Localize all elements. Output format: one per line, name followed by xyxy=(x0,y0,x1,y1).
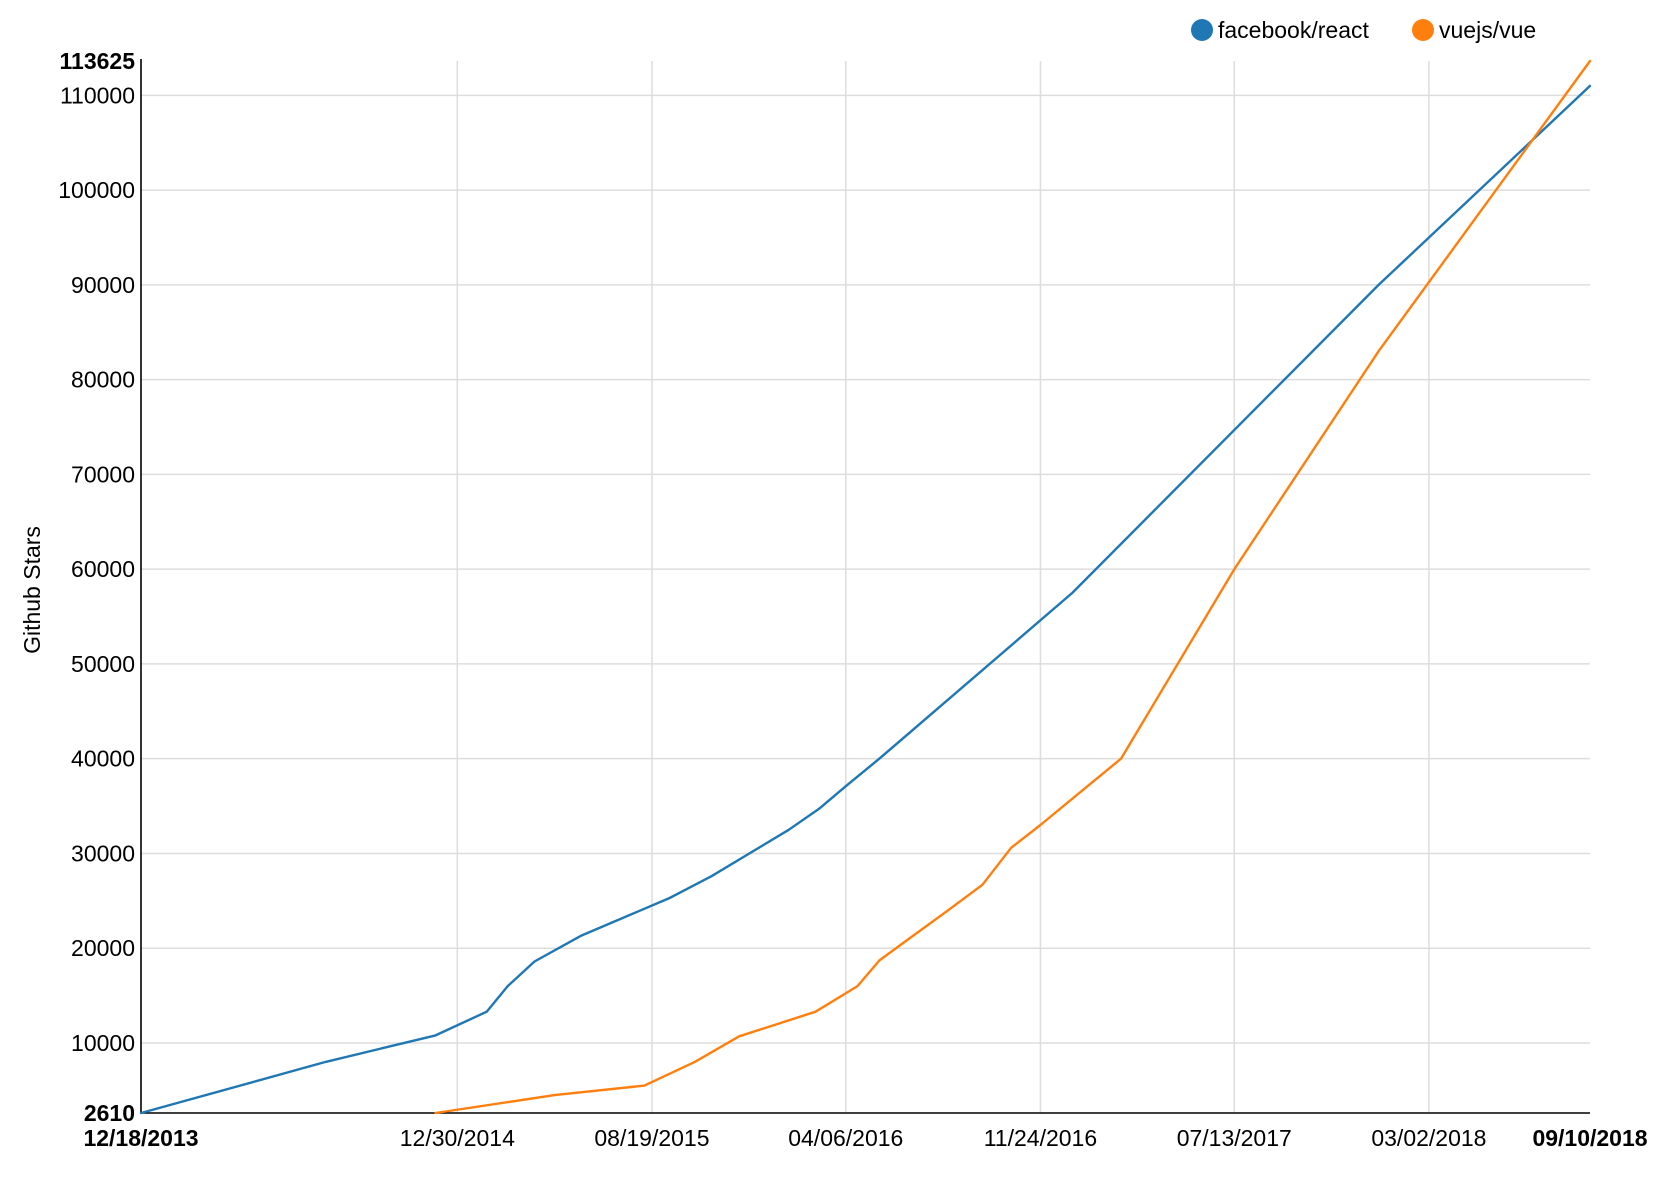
legend-marker xyxy=(1191,19,1213,41)
y-tick-label: 2610 xyxy=(84,1100,135,1126)
y-tick-label: 113625 xyxy=(60,48,136,74)
y-tick-label: 80000 xyxy=(71,367,135,393)
y-tick-label: 100000 xyxy=(58,177,135,203)
x-tick-label: 08/19/2015 xyxy=(594,1125,709,1151)
series-line-vuejs-vue xyxy=(434,59,1592,1115)
legend-item[interactable]: facebook/react xyxy=(1191,17,1369,43)
legend-item[interactable]: vuejs/vue xyxy=(1412,17,1536,43)
legend[interactable]: facebook/react vuejs/vue xyxy=(1191,17,1536,43)
y-tick-label: 90000 xyxy=(71,272,135,298)
y-tick-label: 70000 xyxy=(71,461,135,487)
y-tick-label: 110000 xyxy=(60,82,135,108)
x-tick-label: 04/06/2016 xyxy=(788,1125,903,1151)
legend-marker xyxy=(1412,19,1434,41)
x-tick-label: 11/24/2016 xyxy=(984,1125,1097,1151)
y-tick-label: 50000 xyxy=(71,651,135,677)
y-tick-label: 60000 xyxy=(71,556,135,582)
grid xyxy=(141,61,1590,1113)
axes: 2610 10000 20000 30000 40000 50000 60000 70000 8… xyxy=(58,48,1648,1151)
y-tick-label: 10000 xyxy=(71,1030,135,1056)
series-line-facebook-react xyxy=(139,84,1592,1115)
y-tick-label: 20000 xyxy=(71,935,135,961)
x-tick-label: 07/13/2017 xyxy=(1177,1125,1292,1151)
y-axis-label: Github Stars xyxy=(19,526,45,654)
x-tick-label: 12/30/2014 xyxy=(400,1125,515,1151)
legend-label: facebook/react xyxy=(1218,17,1369,43)
x-tick-label: 12/18/2013 xyxy=(83,1125,198,1151)
legend-label: vuejs/vue xyxy=(1439,17,1536,43)
y-tick-label: 40000 xyxy=(71,746,135,772)
x-tick-label: 03/02/2018 xyxy=(1371,1125,1486,1151)
x-tick-label: 09/10/2018 xyxy=(1532,1125,1647,1151)
y-tick-label: 30000 xyxy=(71,840,135,866)
series-lines xyxy=(139,59,1592,1115)
